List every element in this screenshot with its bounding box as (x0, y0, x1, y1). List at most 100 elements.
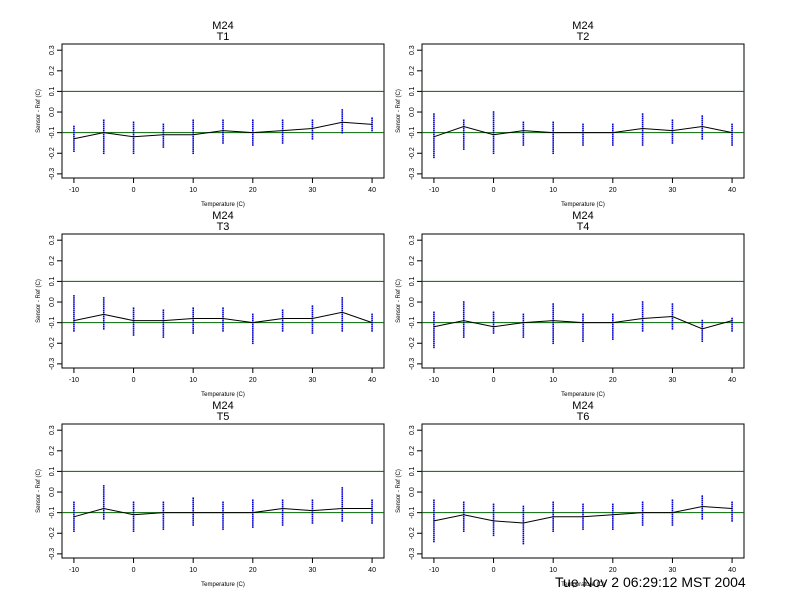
data-point (552, 303, 554, 305)
data-point (252, 121, 254, 124)
data-point (222, 330, 224, 332)
data-point (222, 524, 224, 526)
data-point (132, 321, 135, 324)
data-point (671, 133, 674, 136)
data-point (701, 501, 704, 504)
data-point (73, 131, 75, 134)
data-point (433, 311, 435, 314)
data-point (552, 332, 554, 334)
data-point (252, 342, 254, 345)
data-point (281, 509, 284, 512)
x-tick-label: 30 (309, 187, 317, 194)
data-point (252, 515, 254, 518)
data-point (371, 325, 373, 328)
data-point (341, 303, 344, 305)
data-point (192, 509, 194, 512)
data-point (701, 129, 704, 132)
x-tick-label: 30 (309, 377, 317, 384)
data-point (102, 297, 105, 299)
data-point (162, 325, 165, 328)
data-point (73, 520, 75, 522)
data-point (132, 522, 135, 524)
data-point (162, 144, 165, 146)
data-point (162, 125, 165, 128)
data-point (102, 513, 105, 516)
data-point (281, 123, 284, 126)
data-point (192, 146, 194, 148)
data-point (192, 127, 194, 130)
data-point (701, 507, 704, 510)
y-tick-label: 0.2 (409, 446, 416, 456)
data-point (522, 530, 525, 532)
data-point (492, 513, 495, 516)
y-tick-label: -0.2 (49, 337, 56, 349)
data-point (522, 334, 525, 336)
x-tick-label: 0 (132, 567, 136, 574)
data-point (641, 309, 644, 312)
data-point (433, 131, 435, 134)
data-point (612, 323, 614, 326)
data-point (162, 317, 165, 320)
data-point (582, 325, 584, 328)
data-point (731, 138, 733, 140)
y-axis-label: Sensor - Ref (C) (396, 279, 402, 323)
data-point (731, 133, 733, 136)
data-point (222, 121, 224, 124)
data-point (311, 501, 314, 504)
x-tick-label: 20 (249, 187, 257, 194)
data-point (522, 532, 525, 535)
data-point (612, 144, 614, 146)
data-point (341, 129, 344, 132)
data-point (433, 505, 435, 508)
data-point (192, 330, 194, 332)
data-point (341, 489, 344, 491)
data-point (433, 526, 435, 528)
data-point (671, 513, 674, 516)
data-point (311, 311, 314, 314)
data-point (612, 330, 614, 332)
y-tick-label: -0.3 (409, 548, 416, 560)
data-point (162, 123, 165, 126)
data-point (641, 123, 644, 126)
data-point (433, 150, 435, 152)
y-tick-label: -0.3 (409, 168, 416, 180)
data-point (582, 323, 584, 326)
y-tick-label: -0.1 (49, 127, 56, 139)
data-point (701, 330, 704, 332)
data-point (433, 133, 435, 136)
data-point (522, 332, 525, 334)
data-point (552, 144, 554, 146)
plot-frame (421, 43, 745, 179)
data-point (102, 125, 105, 128)
data-point (731, 513, 733, 516)
data-point (162, 509, 165, 512)
data-point (641, 518, 644, 520)
x-tick-label: 10 (549, 567, 557, 574)
data-point (552, 148, 554, 150)
x-axis-label: Temperature (C) (561, 392, 605, 398)
data-point (492, 115, 495, 117)
data-point (641, 144, 644, 146)
data-point (552, 121, 554, 124)
data-point (492, 140, 495, 142)
data-point (371, 119, 373, 122)
data-point (311, 507, 314, 510)
y-tick-label: -0.2 (49, 147, 56, 159)
data-point (311, 313, 314, 316)
data-point (552, 505, 554, 508)
data-point (73, 150, 75, 152)
data-point (311, 499, 314, 502)
data-point (341, 305, 344, 307)
data-point (582, 315, 584, 318)
data-point (192, 315, 194, 318)
data-point (433, 123, 435, 126)
data-point (462, 129, 465, 132)
data-point (641, 505, 644, 508)
data-point (641, 507, 644, 510)
data-point (371, 317, 373, 320)
data-point (341, 501, 344, 504)
x-axis-label: Temperature (C) (201, 392, 245, 398)
data-point (701, 340, 704, 342)
data-point (433, 121, 435, 124)
